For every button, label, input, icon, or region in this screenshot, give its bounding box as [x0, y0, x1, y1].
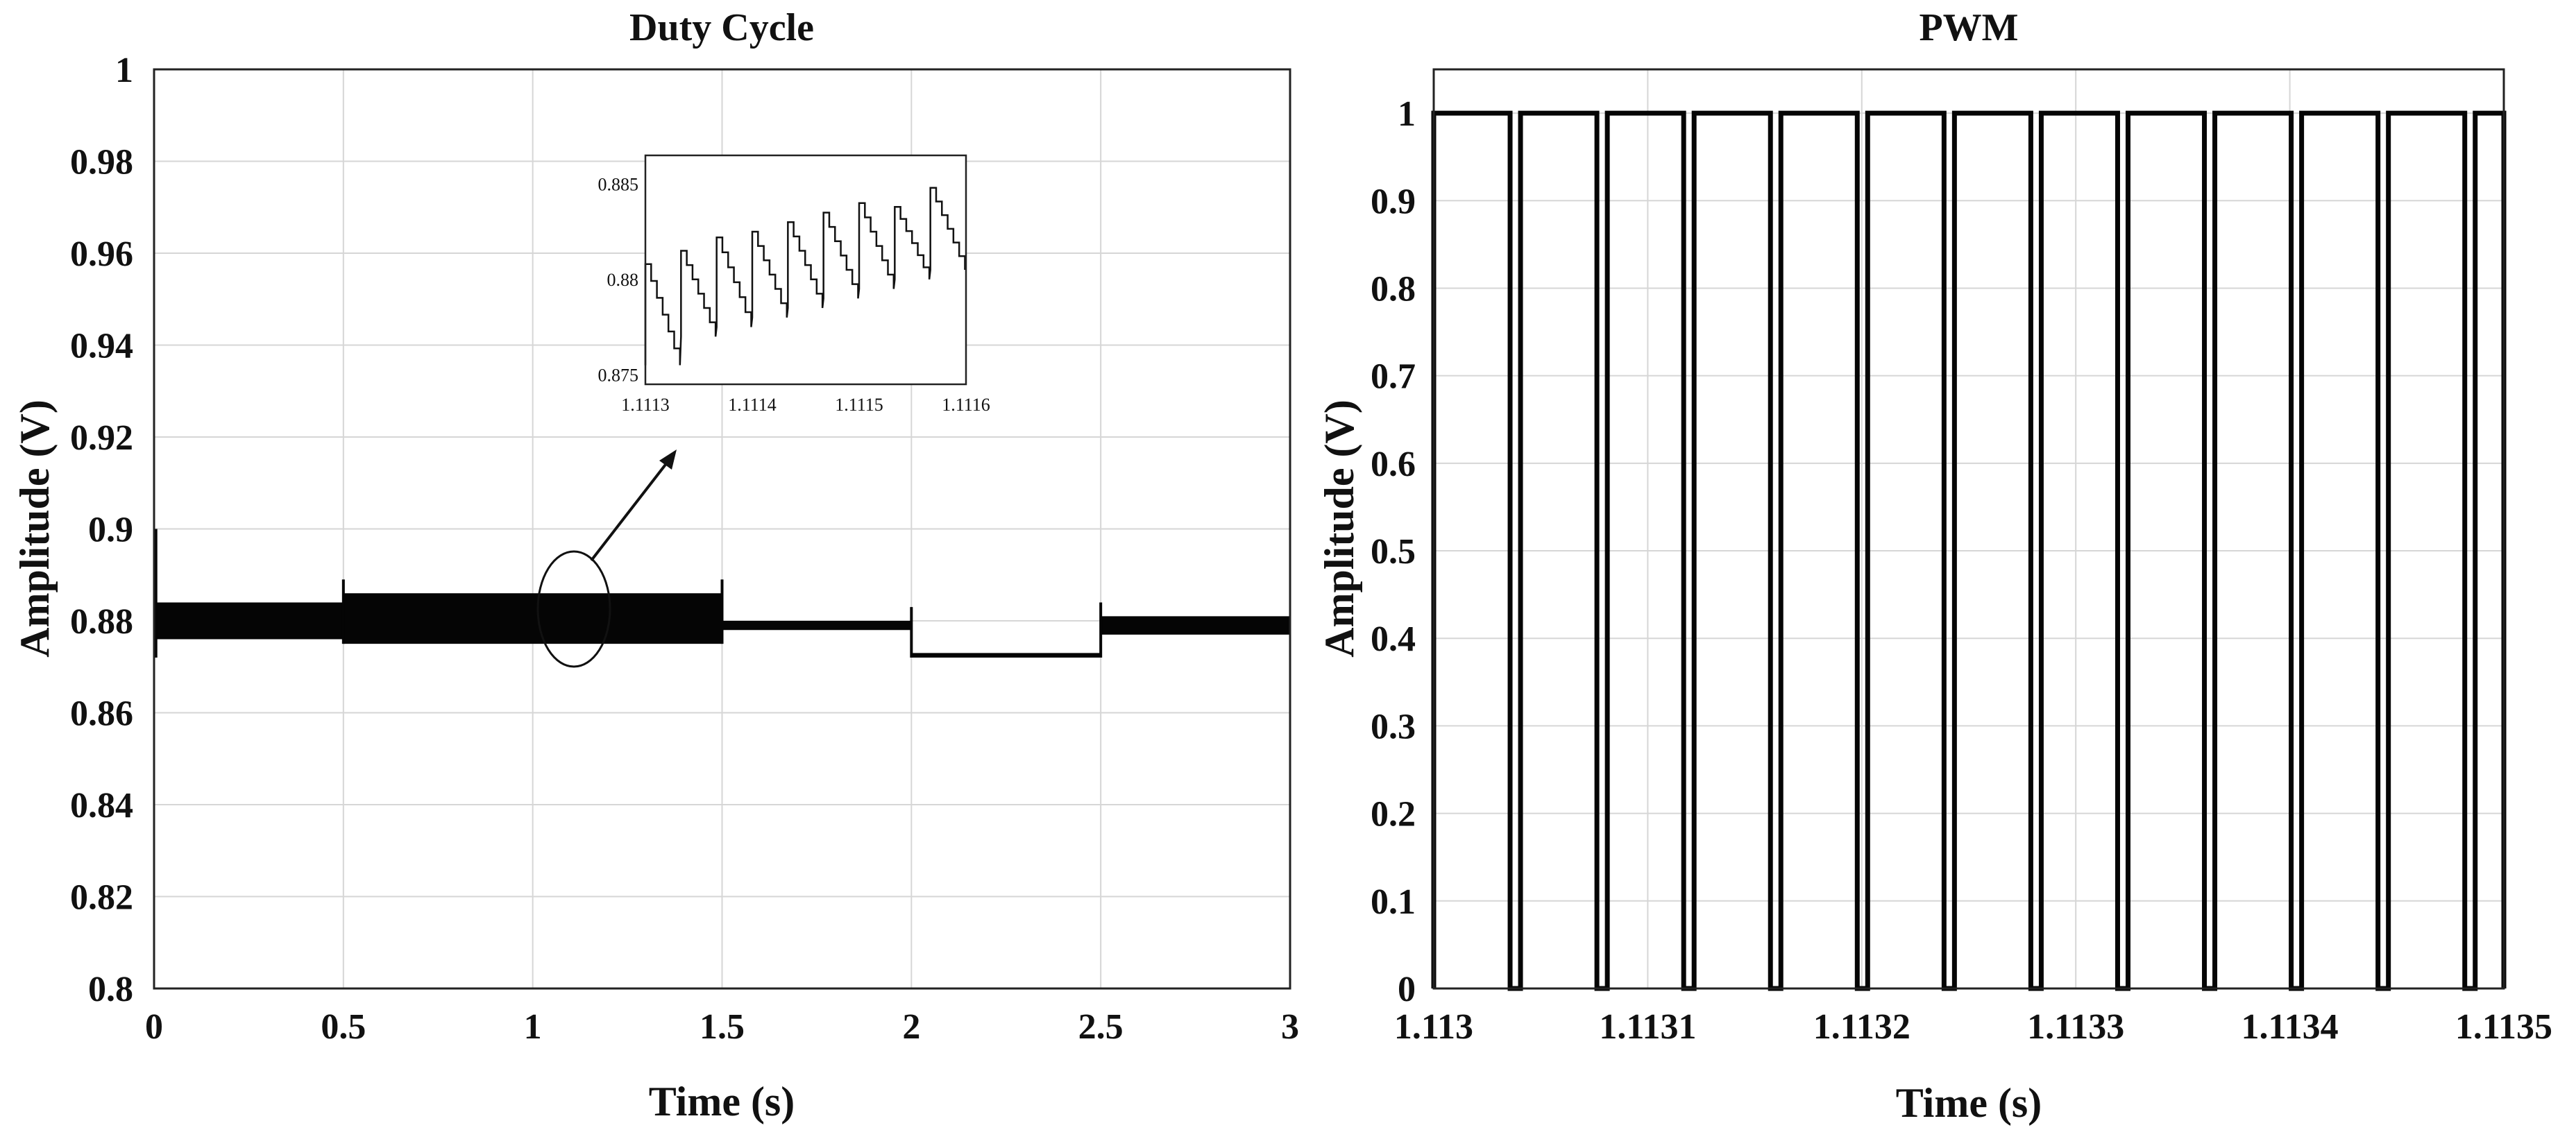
- duty-x-tick-label: 0: [145, 1007, 163, 1047]
- inset-background: [645, 155, 966, 384]
- pwm-x-label: Time (s): [1896, 1080, 2042, 1126]
- duty-y-tick-label: 0.94: [70, 327, 133, 366]
- duty-x-tick-label: 2.5: [1078, 1007, 1124, 1047]
- duty-y-tick-label: 0.82: [70, 878, 133, 918]
- pwm-y-tick-label: 1: [1398, 94, 1416, 134]
- zoom-ellipse: [536, 550, 611, 668]
- duty-x-tick-label: 3: [1281, 1007, 1299, 1047]
- duty-y-tick-label: 1: [115, 51, 133, 90]
- inset-x-tick-label: 1.1114: [728, 395, 777, 415]
- duty-y-tick-label: 0.86: [70, 694, 133, 734]
- pwm-y-tick-label: 0.4: [1371, 619, 1416, 659]
- pwm-y-tick-label: 0.2: [1371, 795, 1416, 834]
- pwm-plot-frame: [1432, 68, 2505, 990]
- pwm-x-tick-label: 1.1133: [2027, 1007, 2124, 1047]
- duty-y-tick-label: 0.96: [70, 234, 133, 274]
- duty-band: [911, 653, 1101, 658]
- pwm-x-tick-label: 1.1135: [2455, 1007, 2552, 1047]
- pwm-y-tick-label: 0.1: [1371, 882, 1416, 922]
- duty-y-label: Amplitude (V): [12, 400, 58, 658]
- duty-x-tick-label: 1: [524, 1007, 542, 1047]
- duty-x-tick-label: 1.5: [700, 1007, 745, 1047]
- inset-x-ticks: 1.1113 1.1114 1.1115 1.1116: [621, 395, 990, 415]
- inset-y-tick-label: 0.885: [598, 174, 639, 194]
- zoom-arrow: [590, 458, 671, 562]
- pwm-y-tick-label: 0.7: [1371, 357, 1416, 397]
- inset-y-ticks: 0.875 0.88 0.885: [598, 174, 639, 385]
- duty-y-tick-label: 0.98: [70, 143, 133, 182]
- inset-y-tick-label: 0.88: [607, 270, 639, 290]
- duty-cycle-chart: 0 0.5 1 1.5 2 2.5 3 0.8 0.82 0.84 0.86 0.88 0.9 0.92…: [12, 6, 1299, 1124]
- inset-sawtooth-line: [644, 187, 966, 366]
- pwm-y-ticks: 0 0.1 0.2 0.3 0.4 0.5 0.6 0.7 0.8 0.9 1: [1371, 94, 1416, 1009]
- inset-x-tick-label: 1.1116: [942, 395, 990, 415]
- pwm-y-tick-label: 0.6: [1371, 445, 1416, 484]
- pwm-x-tick-label: 1.113: [1394, 1007, 1473, 1047]
- duty-y-tick-label: 0.84: [70, 786, 133, 825]
- duty-y-tick-label: 0.8: [88, 970, 133, 1009]
- duty-y-tick-label: 0.9: [88, 511, 133, 550]
- pwm-y-tick-label: 0.9: [1371, 182, 1416, 221]
- duty-title: Duty Cycle: [629, 6, 814, 49]
- pwm-y-tick-label: 0: [1398, 970, 1416, 1009]
- zoom-arrowhead-icon: [659, 449, 677, 470]
- pwm-grid: [1433, 69, 2505, 989]
- inset-x-tick-label: 1.1113: [621, 395, 670, 415]
- pwm-y-tick-label: 0.3: [1371, 707, 1416, 746]
- duty-band: [1101, 616, 1290, 635]
- duty-signal: [154, 529, 1290, 658]
- pwm-y-tick-label: 0.5: [1371, 532, 1416, 572]
- inset-x-tick-label: 1.1115: [835, 395, 883, 415]
- duty-y-tick-label: 0.92: [70, 418, 133, 458]
- duty-x-tick-label: 0.5: [321, 1007, 366, 1047]
- pwm-chart: 1.113 1.1131 1.1132 1.1133 1.1134 1.1135 0 0.1…: [1316, 6, 2552, 1126]
- pwm-title: PWM: [1919, 6, 2018, 49]
- inset-chart: 1.1113 1.1114 1.1115 1.1116 0.875 0.88 0.885: [598, 154, 990, 415]
- duty-band: [154, 602, 344, 640]
- duty-y-ticks: 0.8 0.82 0.84 0.86 0.88 0.9 0.92 0.94 0.96 0.98 1: [70, 51, 133, 1009]
- duty-x-tick-label: 2: [902, 1007, 920, 1047]
- pwm-y-tick-label: 0.8: [1371, 269, 1416, 309]
- duty-x-label: Time (s): [649, 1079, 795, 1124]
- duty-x-ticks: 0 0.5 1 1.5 2 2.5 3: [145, 1007, 1299, 1047]
- duty-band: [343, 593, 722, 644]
- pwm-x-tick-label: 1.1134: [2242, 1007, 2339, 1047]
- pwm-x-tick-label: 1.1132: [1813, 1007, 1910, 1047]
- pwm-x-ticks: 1.113 1.1131 1.1132 1.1133 1.1134 1.1135: [1394, 1007, 2552, 1047]
- inset-y-tick-label: 0.875: [598, 365, 639, 385]
- duty-plot-frame: [153, 68, 1291, 990]
- pwm-x-tick-label: 1.1131: [1599, 1007, 1696, 1047]
- duty-y-tick-label: 0.88: [70, 602, 133, 642]
- inset-signal: [644, 187, 966, 366]
- inset-frame: [644, 154, 967, 386]
- duty-band: [722, 621, 912, 631]
- pwm-y-label: Amplitude (V): [1316, 400, 1362, 658]
- pwm-signal: [1431, 110, 2507, 991]
- pwm-square-wave: [1431, 110, 2507, 991]
